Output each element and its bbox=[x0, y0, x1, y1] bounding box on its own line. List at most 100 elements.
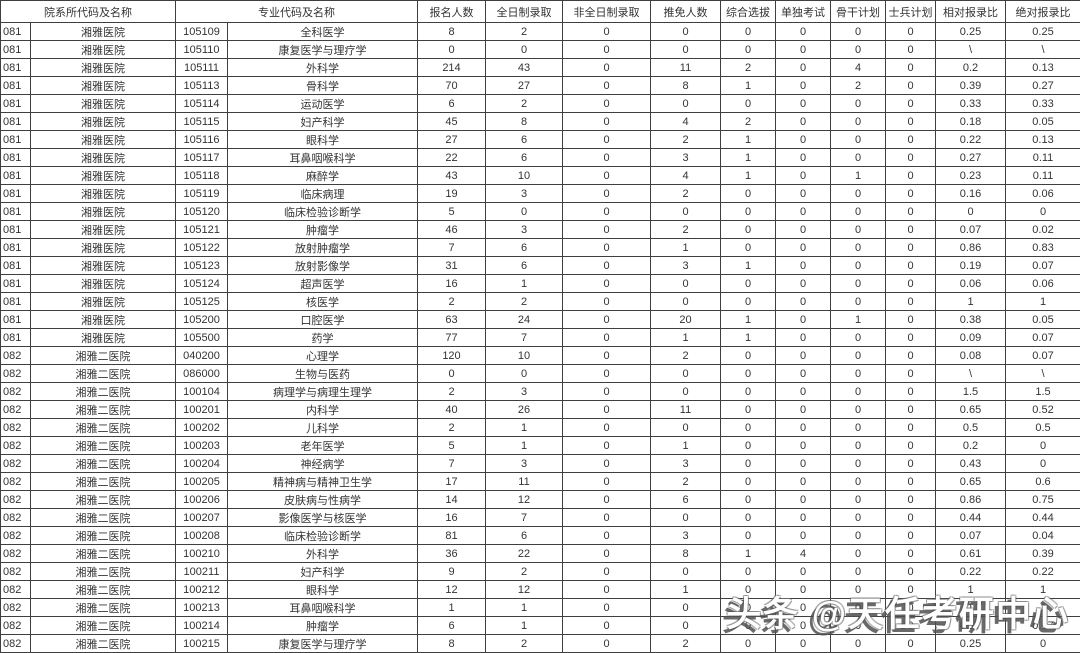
cell-parttime-admit: 0 bbox=[562, 292, 651, 311]
cell-exempt-count: 8 bbox=[650, 76, 721, 95]
cell-dept-code: 081 bbox=[0, 328, 31, 347]
cell-comprehensive-select: 0 bbox=[720, 346, 776, 365]
cell-dept-name: 湘雅二医院 bbox=[30, 418, 176, 437]
cell-applicants: 6 bbox=[417, 94, 486, 113]
cell-applicants: 45 bbox=[417, 112, 486, 131]
cell-relative-ratio: 0.09 bbox=[935, 328, 1006, 347]
cell-parttime-admit: 0 bbox=[562, 562, 651, 581]
cell-backbone-plan: 0 bbox=[830, 112, 886, 131]
cell-relative-ratio: 0.06 bbox=[935, 274, 1006, 293]
header-relative-ratio: 相对报录比 bbox=[935, 0, 1006, 23]
cell-comprehensive-select: 1 bbox=[720, 256, 776, 275]
cell-dept-name: 湘雅医院 bbox=[30, 256, 176, 275]
cell-exempt-count: 2 bbox=[650, 472, 721, 491]
cell-separate-exam: 0 bbox=[775, 364, 831, 383]
cell-major-code: 100210 bbox=[175, 544, 228, 563]
cell-parttime-admit: 0 bbox=[562, 544, 651, 563]
cell-dept-name: 湘雅二医院 bbox=[30, 346, 176, 365]
header-separate-exam: 单独考试 bbox=[775, 0, 831, 23]
cell-exempt-count: 0 bbox=[650, 274, 721, 293]
cell-separate-exam: 0 bbox=[775, 616, 831, 635]
table-row: 082 湘雅二医院 100202 儿科学 2 1 0 0 0 0 0 0 0.5 0.5 bbox=[0, 418, 1080, 437]
cell-parttime-admit: 0 bbox=[562, 76, 651, 95]
cell-comprehensive-select: 0 bbox=[720, 40, 776, 59]
cell-comprehensive-select: 1 bbox=[720, 328, 776, 347]
cell-relative-ratio: 0.33 bbox=[935, 94, 1006, 113]
cell-dept-name: 湘雅二医院 bbox=[30, 454, 176, 473]
table-row: 081 湘雅医院 105200 口腔医学 63 24 0 20 1 0 1 0 0.38 0.05 bbox=[0, 310, 1080, 329]
cell-dept-name: 湘雅二医院 bbox=[30, 508, 176, 527]
cell-fulltime-admit: 27 bbox=[485, 76, 563, 95]
cell-exempt-count: 0 bbox=[650, 94, 721, 113]
cell-soldier-plan: 0 bbox=[885, 166, 936, 185]
cell-fulltime-admit: 22 bbox=[485, 544, 563, 563]
cell-relative-ratio: 0.5 bbox=[935, 418, 1006, 437]
cell-soldier-plan: 0 bbox=[885, 382, 936, 401]
cell-absolute-ratio: 0.5 bbox=[1005, 418, 1080, 437]
cell-dept-code: 081 bbox=[0, 76, 31, 95]
cell-fulltime-admit: 6 bbox=[485, 148, 563, 167]
table-row: 082 湘雅二医院 100207 影像医学与核医学 16 7 0 0 0 0 0 0 0.44 0.44 bbox=[0, 508, 1080, 527]
cell-relative-ratio: 0.43 bbox=[935, 454, 1006, 473]
cell-absolute-ratio: 0 bbox=[1005, 454, 1080, 473]
cell-relative-ratio: 1 bbox=[935, 292, 1006, 311]
cell-separate-exam: 0 bbox=[775, 580, 831, 599]
cell-relative-ratio: 0.2 bbox=[935, 58, 1006, 77]
cell-major-name: 核医学 bbox=[227, 292, 418, 311]
cell-major-code: 105123 bbox=[175, 256, 228, 275]
cell-relative-ratio: 0.65 bbox=[935, 400, 1006, 419]
cell-separate-exam: 0 bbox=[775, 490, 831, 509]
cell-dept-name: 湘雅二医院 bbox=[30, 562, 176, 581]
cell-relative-ratio: 1 bbox=[935, 598, 1006, 617]
cell-separate-exam: 0 bbox=[775, 598, 831, 617]
cell-soldier-plan: 0 bbox=[885, 22, 936, 41]
cell-fulltime-admit: 2 bbox=[485, 634, 563, 653]
cell-fulltime-admit: 3 bbox=[485, 454, 563, 473]
cell-major-name: 儿科学 bbox=[227, 418, 418, 437]
cell-dept-name: 湘雅医院 bbox=[30, 328, 176, 347]
cell-dept-code: 082 bbox=[0, 346, 31, 365]
cell-backbone-plan: 0 bbox=[830, 616, 886, 635]
cell-applicants: 6 bbox=[417, 616, 486, 635]
cell-dept-name: 湘雅医院 bbox=[30, 202, 176, 221]
cell-separate-exam: 0 bbox=[775, 202, 831, 221]
cell-absolute-ratio: 0.06 bbox=[1005, 184, 1080, 203]
cell-comprehensive-select: 0 bbox=[720, 274, 776, 293]
cell-fulltime-admit: 1 bbox=[485, 436, 563, 455]
cell-backbone-plan: 0 bbox=[830, 22, 886, 41]
cell-backbone-plan: 0 bbox=[830, 328, 886, 347]
cell-exempt-count: 0 bbox=[650, 562, 721, 581]
cell-comprehensive-select: 0 bbox=[720, 418, 776, 437]
cell-dept-code: 082 bbox=[0, 490, 31, 509]
cell-dept-name: 湘雅医院 bbox=[30, 40, 176, 59]
cell-separate-exam: 0 bbox=[775, 400, 831, 419]
cell-applicants: 19 bbox=[417, 184, 486, 203]
cell-backbone-plan: 0 bbox=[830, 454, 886, 473]
cell-relative-ratio: 0.61 bbox=[935, 544, 1006, 563]
cell-exempt-count: 1 bbox=[650, 580, 721, 599]
cell-major-code: 100208 bbox=[175, 526, 228, 545]
cell-applicants: 40 bbox=[417, 400, 486, 419]
cell-dept-code: 081 bbox=[0, 238, 31, 257]
header-comprehensive-select: 综合选拔 bbox=[720, 0, 776, 23]
header-exempt-count: 推免人数 bbox=[650, 0, 721, 23]
cell-relative-ratio: 0.07 bbox=[935, 220, 1006, 239]
table-row: 082 湘雅二医院 086000 生物与医药 0 0 0 0 0 0 0 0 \ \ bbox=[0, 364, 1080, 383]
cell-soldier-plan: 0 bbox=[885, 508, 936, 527]
table-row: 081 湘雅医院 105116 眼科学 27 6 0 2 1 0 0 0 0.22 0.13 bbox=[0, 130, 1080, 149]
cell-exempt-count: 4 bbox=[650, 112, 721, 131]
cell-comprehensive-select: 1 bbox=[720, 130, 776, 149]
cell-separate-exam: 0 bbox=[775, 22, 831, 41]
cell-parttime-admit: 0 bbox=[562, 148, 651, 167]
cell-dept-name: 湘雅医院 bbox=[30, 58, 176, 77]
cell-applicants: 2 bbox=[417, 418, 486, 437]
cell-separate-exam: 0 bbox=[775, 454, 831, 473]
cell-major-name: 影像医学与核医学 bbox=[227, 508, 418, 527]
cell-separate-exam: 0 bbox=[775, 130, 831, 149]
cell-parttime-admit: 0 bbox=[562, 40, 651, 59]
header-applicants: 报名人数 bbox=[417, 0, 486, 23]
cell-major-code: 105113 bbox=[175, 76, 228, 95]
cell-exempt-count: 8 bbox=[650, 544, 721, 563]
cell-soldier-plan: 0 bbox=[885, 562, 936, 581]
cell-absolute-ratio: 0.75 bbox=[1005, 490, 1080, 509]
